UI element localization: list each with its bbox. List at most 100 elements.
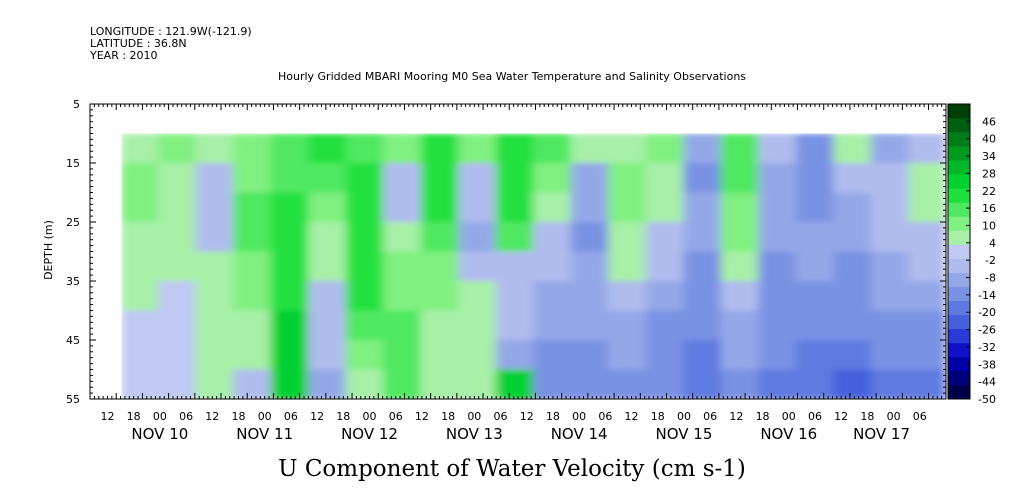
heatmap-cell	[833, 310, 872, 341]
heatmap-cell	[533, 281, 572, 312]
heatmap-cell	[758, 310, 797, 341]
heatmap-cell	[720, 192, 759, 223]
colorbar-swatch	[948, 188, 970, 203]
heatmap-cell	[233, 133, 272, 164]
heatmap-cell	[683, 163, 722, 194]
colorbar-label: 34	[982, 150, 996, 163]
y-tick-label: 25	[66, 216, 80, 229]
heatmap-cell	[120, 369, 159, 399]
heatmap-cell	[158, 251, 197, 282]
heatmap-cell	[833, 163, 872, 194]
heatmap-cell	[420, 251, 459, 282]
heatmap-cell	[308, 340, 347, 371]
heatmap-cell	[383, 251, 422, 282]
heatmap-cell	[683, 251, 722, 282]
heatmap-cell	[758, 369, 797, 399]
heatmap-cell	[608, 133, 647, 164]
heatmap-cell	[345, 310, 384, 341]
heatmap-cell	[533, 251, 572, 282]
heatmap-cell	[308, 310, 347, 341]
heatmap-cell	[608, 192, 647, 223]
colorbar-swatch	[948, 356, 970, 372]
heatmap-cell	[195, 192, 234, 223]
x-tick-label: 06	[598, 410, 612, 423]
heatmap-cell	[720, 310, 759, 341]
heatmap-cell	[308, 163, 347, 194]
heatmap-cell	[345, 340, 384, 371]
x-tick-label: 12	[834, 410, 848, 423]
heatmap-cell	[683, 310, 722, 341]
heatmap-cell	[345, 251, 384, 282]
chart-title: Hourly Gridded MBARI Mooring M0 Sea Wate…	[278, 70, 746, 83]
no-data-left	[90, 104, 122, 399]
heatmap-cell	[158, 310, 197, 341]
heatmap-cell	[720, 281, 759, 312]
heatmap-cell	[608, 251, 647, 282]
x-tick-label: 12	[205, 410, 219, 423]
colorbar-label: -38	[978, 358, 996, 371]
colorbar-label: 4	[989, 237, 996, 250]
x-tick-label: 06	[703, 410, 717, 423]
heatmap-cell	[608, 340, 647, 371]
x-tick-label: 06	[389, 410, 403, 423]
x-day-label: NOV 11	[236, 425, 293, 443]
heatmap-cell	[495, 281, 534, 312]
heatmap-cell	[270, 133, 309, 164]
colorbar-swatch	[948, 342, 970, 358]
heatmap-cell	[158, 192, 197, 223]
heatmap-cell	[495, 163, 534, 194]
x-day-label: NOV 15	[656, 425, 713, 443]
heatmap-cell	[120, 222, 159, 253]
colorbar-swatch	[948, 258, 970, 273]
plot-area: 12 18 00 06 12 18 00 06 12 18 00 06 12 18 00 06 12 18 00 06…	[66, 98, 947, 443]
colorbar-swatch	[948, 272, 970, 287]
heatmap-cell	[458, 281, 497, 312]
heatmap-cell	[383, 222, 422, 253]
heatmap-cell	[795, 192, 834, 223]
heatmap-cell	[533, 340, 572, 371]
heatmap-cell	[195, 133, 234, 164]
colorbar-label: 28	[982, 167, 996, 180]
x-tick-label: 18	[860, 410, 874, 423]
heatmap-cell	[908, 369, 946, 399]
heatmap-cell	[608, 163, 647, 194]
heatmap-cell	[270, 163, 309, 194]
x-axis: 12 18 00 06 12 18 00 06 12 18 00 06 12 18 00 06 12 18 00 06…	[89, 104, 947, 443]
heatmap-cell	[383, 310, 422, 341]
heatmap-cell	[645, 281, 684, 312]
heatmap-cell	[270, 310, 309, 341]
heatmap-cell	[645, 310, 684, 341]
heatmap-cell	[233, 222, 272, 253]
heatmap-cell	[345, 192, 384, 223]
longitude-label: LONGITUDE : 121.9W(-121.9)	[90, 25, 252, 38]
x-tick-label: 00	[677, 410, 691, 423]
heatmap-cell	[720, 222, 759, 253]
colorbar-swatch	[948, 160, 970, 175]
y-tick-label: 15	[66, 157, 80, 170]
heatmap-cell	[758, 133, 797, 164]
heatmap-cell	[458, 133, 497, 164]
heatmap-cell	[195, 222, 234, 253]
colorbar-label: 40	[982, 133, 996, 146]
heatmap-cell	[383, 281, 422, 312]
heatmap-cell	[345, 222, 384, 253]
x-tick-label: 06	[494, 410, 508, 423]
x-tick-label: 00	[887, 410, 901, 423]
heatmap-cell	[908, 310, 946, 341]
heatmap-cell	[308, 192, 347, 223]
colorbar-swatch	[948, 328, 970, 344]
heatmap-cell	[120, 163, 159, 194]
heatmap-cell	[308, 222, 347, 253]
x-tick-label: 00	[153, 410, 167, 423]
x-day-label: NOV 13	[446, 425, 503, 443]
x-day-label: NOV 10	[131, 425, 188, 443]
x-tick-label: 12	[100, 410, 114, 423]
x-tick-label: 00	[467, 410, 481, 423]
heatmap-cell	[533, 369, 572, 399]
heatmap-cell	[495, 133, 534, 164]
heatmap-cell	[908, 281, 946, 312]
colorbar-frame	[947, 103, 971, 400]
heatmap-cell	[570, 133, 609, 164]
heatmap-cell	[758, 251, 797, 282]
